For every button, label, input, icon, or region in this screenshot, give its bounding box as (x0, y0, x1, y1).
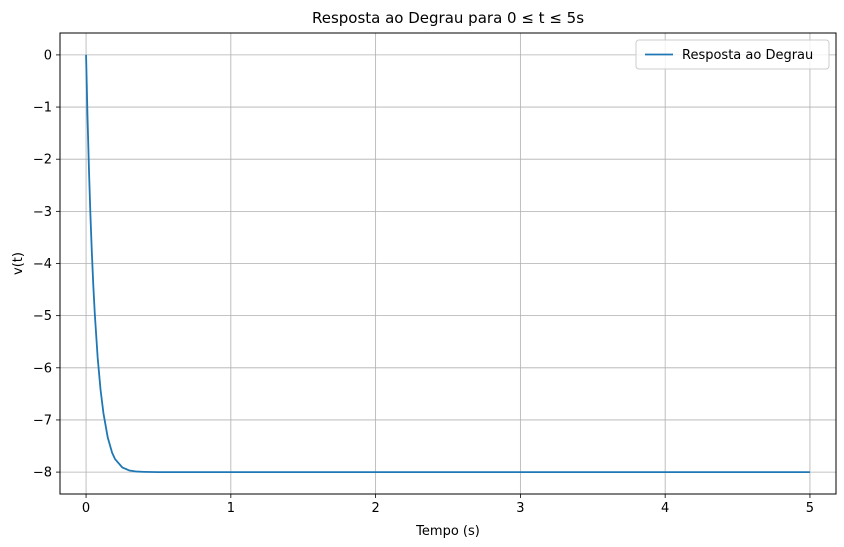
ticks: 0 1 2 3 4 5 0 −1 −2 −3 −4 −5 −6 −7 −8 (33, 48, 814, 516)
x-axis-label: Tempo (s) (415, 524, 480, 539)
legend-entry: Resposta ao Degrau (682, 48, 813, 63)
series-layer (85, 54, 810, 474)
x-tick-label: 3 (516, 501, 524, 516)
grid (60, 33, 836, 494)
x-tick-label: 4 (661, 501, 669, 516)
legend: Resposta ao Degrau (635, 39, 830, 70)
x-tick-label: 1 (227, 501, 235, 516)
x-tick-label: 2 (371, 501, 379, 516)
y-tick-label: −1 (33, 101, 52, 116)
y-tick-label: −4 (33, 257, 52, 272)
legend-box (635, 39, 830, 70)
x-tick-label: 5 (806, 501, 814, 516)
y-tick-label: −8 (33, 466, 52, 481)
series-line (85, 54, 810, 474)
y-tick-label: −7 (33, 413, 52, 428)
y-tick-label: 0 (44, 48, 52, 63)
y-axis-label: v(t) (11, 252, 26, 275)
y-tick-label: −3 (33, 205, 52, 220)
y-tick-label: −5 (33, 309, 52, 324)
chart-title: Resposta ao Degrau para 0 ≤ t ≤ 5s (312, 9, 584, 27)
y-tick-label: −6 (33, 361, 52, 376)
y-tick-label: −2 (33, 153, 52, 168)
x-tick-label: 0 (82, 501, 90, 516)
